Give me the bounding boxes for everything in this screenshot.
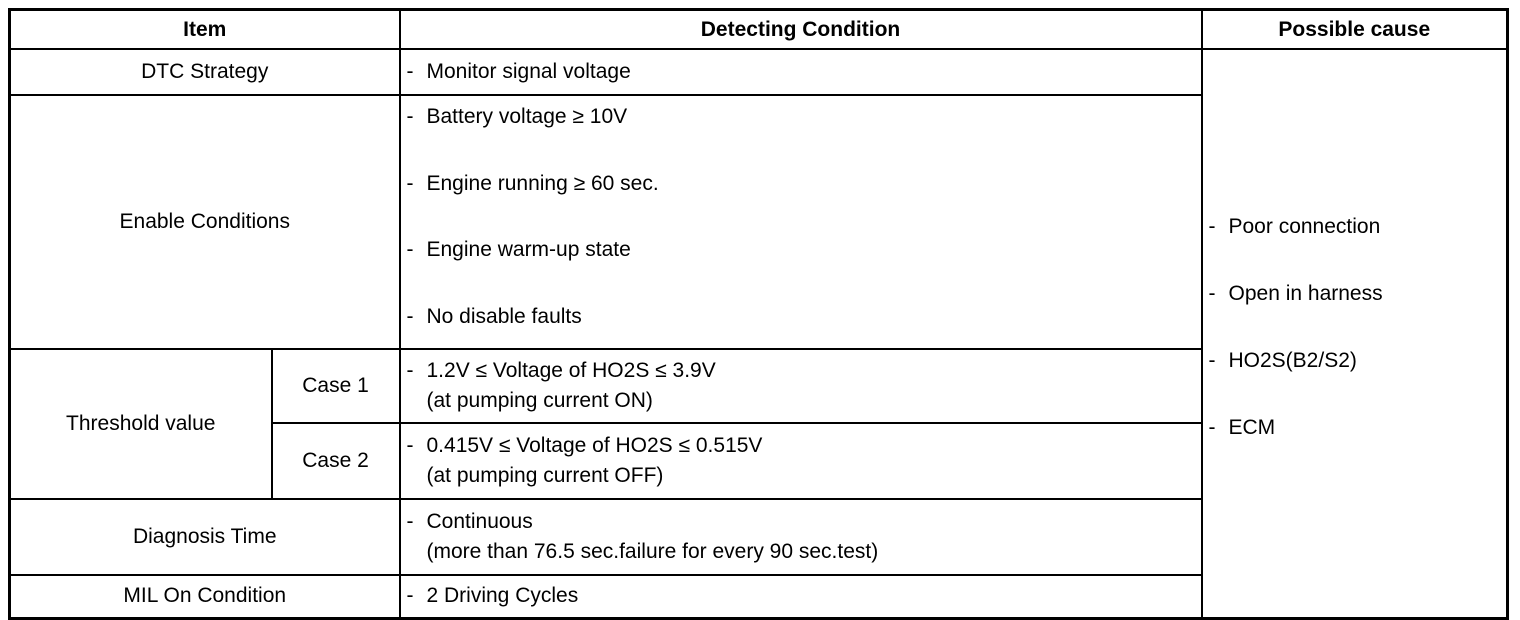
condition-mil-on: -2 Driving Cycles: [398, 573, 1203, 620]
row-dtc-strategy: DTC Strategy - Monitor signal voltage - Po…: [8, 48, 1509, 620]
row-threshold-case2: Case 2 -0.415V ≤ Voltage of HO2S ≤ 0.515…: [10, 421, 1508, 500]
condition-text: Continuous: [426, 509, 533, 533]
bullet-dash: -: [406, 433, 414, 457]
bullet-dash: -: [406, 105, 414, 128]
condition-text: Engine running ≥ 60 sec.: [426, 171, 659, 195]
condition-text: Engine warm-up state: [426, 238, 631, 261]
dtc-table-wrapper: Item Detecting Condition Possible cause …: [8, 8, 1509, 620]
header-possible-cause: Possible cause: [1200, 8, 1509, 50]
condition-text: 1.2V ≤ Voltage of HO2S ≤ 3.9V: [426, 358, 716, 382]
bullet-dash: -: [1208, 215, 1216, 238]
enable-condition-item: - Battery voltage ≥ 10V: [407, 96, 1201, 163]
item-mil-on-condition: MIL On Condition: [8, 573, 401, 620]
enable-condition-item: - Engine warm-up state: [407, 229, 1201, 296]
header-item: Item: [8, 8, 401, 50]
cause-item: - Poor connection: [1209, 212, 1507, 279]
header-detecting-condition: Detecting Condition: [398, 8, 1203, 50]
bullet-dash: -: [406, 509, 414, 533]
cause-item: - ECM: [1209, 413, 1507, 480]
bullet-dash: -: [406, 171, 414, 195]
condition-text: Battery voltage ≥ 10V: [426, 105, 628, 128]
row-enable-conditions: Enable Conditions - Battery voltage ≥ 10V…: [8, 94, 1508, 350]
cause-text: Open in harness: [1228, 282, 1383, 305]
bullet-dash: -: [406, 238, 414, 261]
bullet-dash: -: [1208, 349, 1216, 372]
condition-subtext: (at pumping current OFF): [426, 463, 664, 487]
bullet-dash: -: [406, 358, 414, 382]
bullet-dash: -: [406, 60, 414, 83]
header-row: Item Detecting Condition Possible cause: [8, 8, 1509, 50]
row-threshold-case1: Threshold value Case 1 -1.2V ≤ Voltage o…: [8, 347, 1508, 500]
condition-case2: -0.415V ≤ Voltage of HO2S ≤ 0.515V (at p…: [398, 421, 1203, 500]
condition-text: No disable faults: [426, 304, 582, 328]
row-diagnosis-time: Diagnosis Time - Continuous (more than 76…: [8, 497, 1508, 576]
item-threshold-value: Threshold value: [8, 347, 273, 500]
bullet-dash: -: [406, 304, 414, 328]
item-dtc-strategy: DTC Strategy: [8, 48, 401, 96]
case1-label: Case 1: [270, 347, 401, 424]
condition-case1: -1.2V ≤ Voltage of HO2S ≤ 3.9V (at pumpi…: [398, 347, 1203, 424]
bullet-dash: -: [406, 584, 414, 608]
condition-text: Monitor signal voltage: [426, 60, 631, 83]
cause-text: HO2S(B2/S2): [1228, 349, 1357, 372]
item-enable-conditions: Enable Conditions: [8, 94, 401, 350]
condition-dtc-strategy: - Monitor signal voltage: [398, 48, 1203, 96]
bullet-dash: -: [1208, 282, 1216, 305]
item-diagnosis-time: Diagnosis Time: [8, 497, 401, 576]
cause-item: - HO2S(B2/S2): [1209, 346, 1507, 413]
enable-condition-item: - Engine running ≥ 60 sec.: [407, 163, 1201, 230]
condition-text: 2 Driving Cycles: [426, 584, 579, 608]
condition-diagnosis-time: - Continuous (more than 76.5 sec.failure …: [398, 497, 1203, 576]
condition-subtext: (more than 76.5 sec.failure for every 90…: [426, 539, 879, 563]
condition-text: 0.415V ≤ Voltage of HO2S ≤ 0.515V: [426, 433, 763, 457]
cause-item: - Open in harness: [1209, 279, 1507, 346]
possible-causes-cell: - Poor connection - Open in harness - HO2S(…: [1200, 48, 1509, 620]
condition-enable-list: - Battery voltage ≥ 10V - Engine running ≥…: [398, 94, 1203, 350]
case2-label: Case 2: [270, 421, 401, 500]
bullet-dash: -: [1208, 416, 1216, 439]
condition-subtext: (at pumping current ON): [426, 388, 653, 412]
cause-text: ECM: [1228, 416, 1276, 439]
enable-condition-item: - No disable faults: [407, 296, 1201, 348]
cause-text: Poor connection: [1228, 215, 1381, 238]
dtc-table: Item Detecting Condition Possible cause …: [8, 8, 1509, 620]
